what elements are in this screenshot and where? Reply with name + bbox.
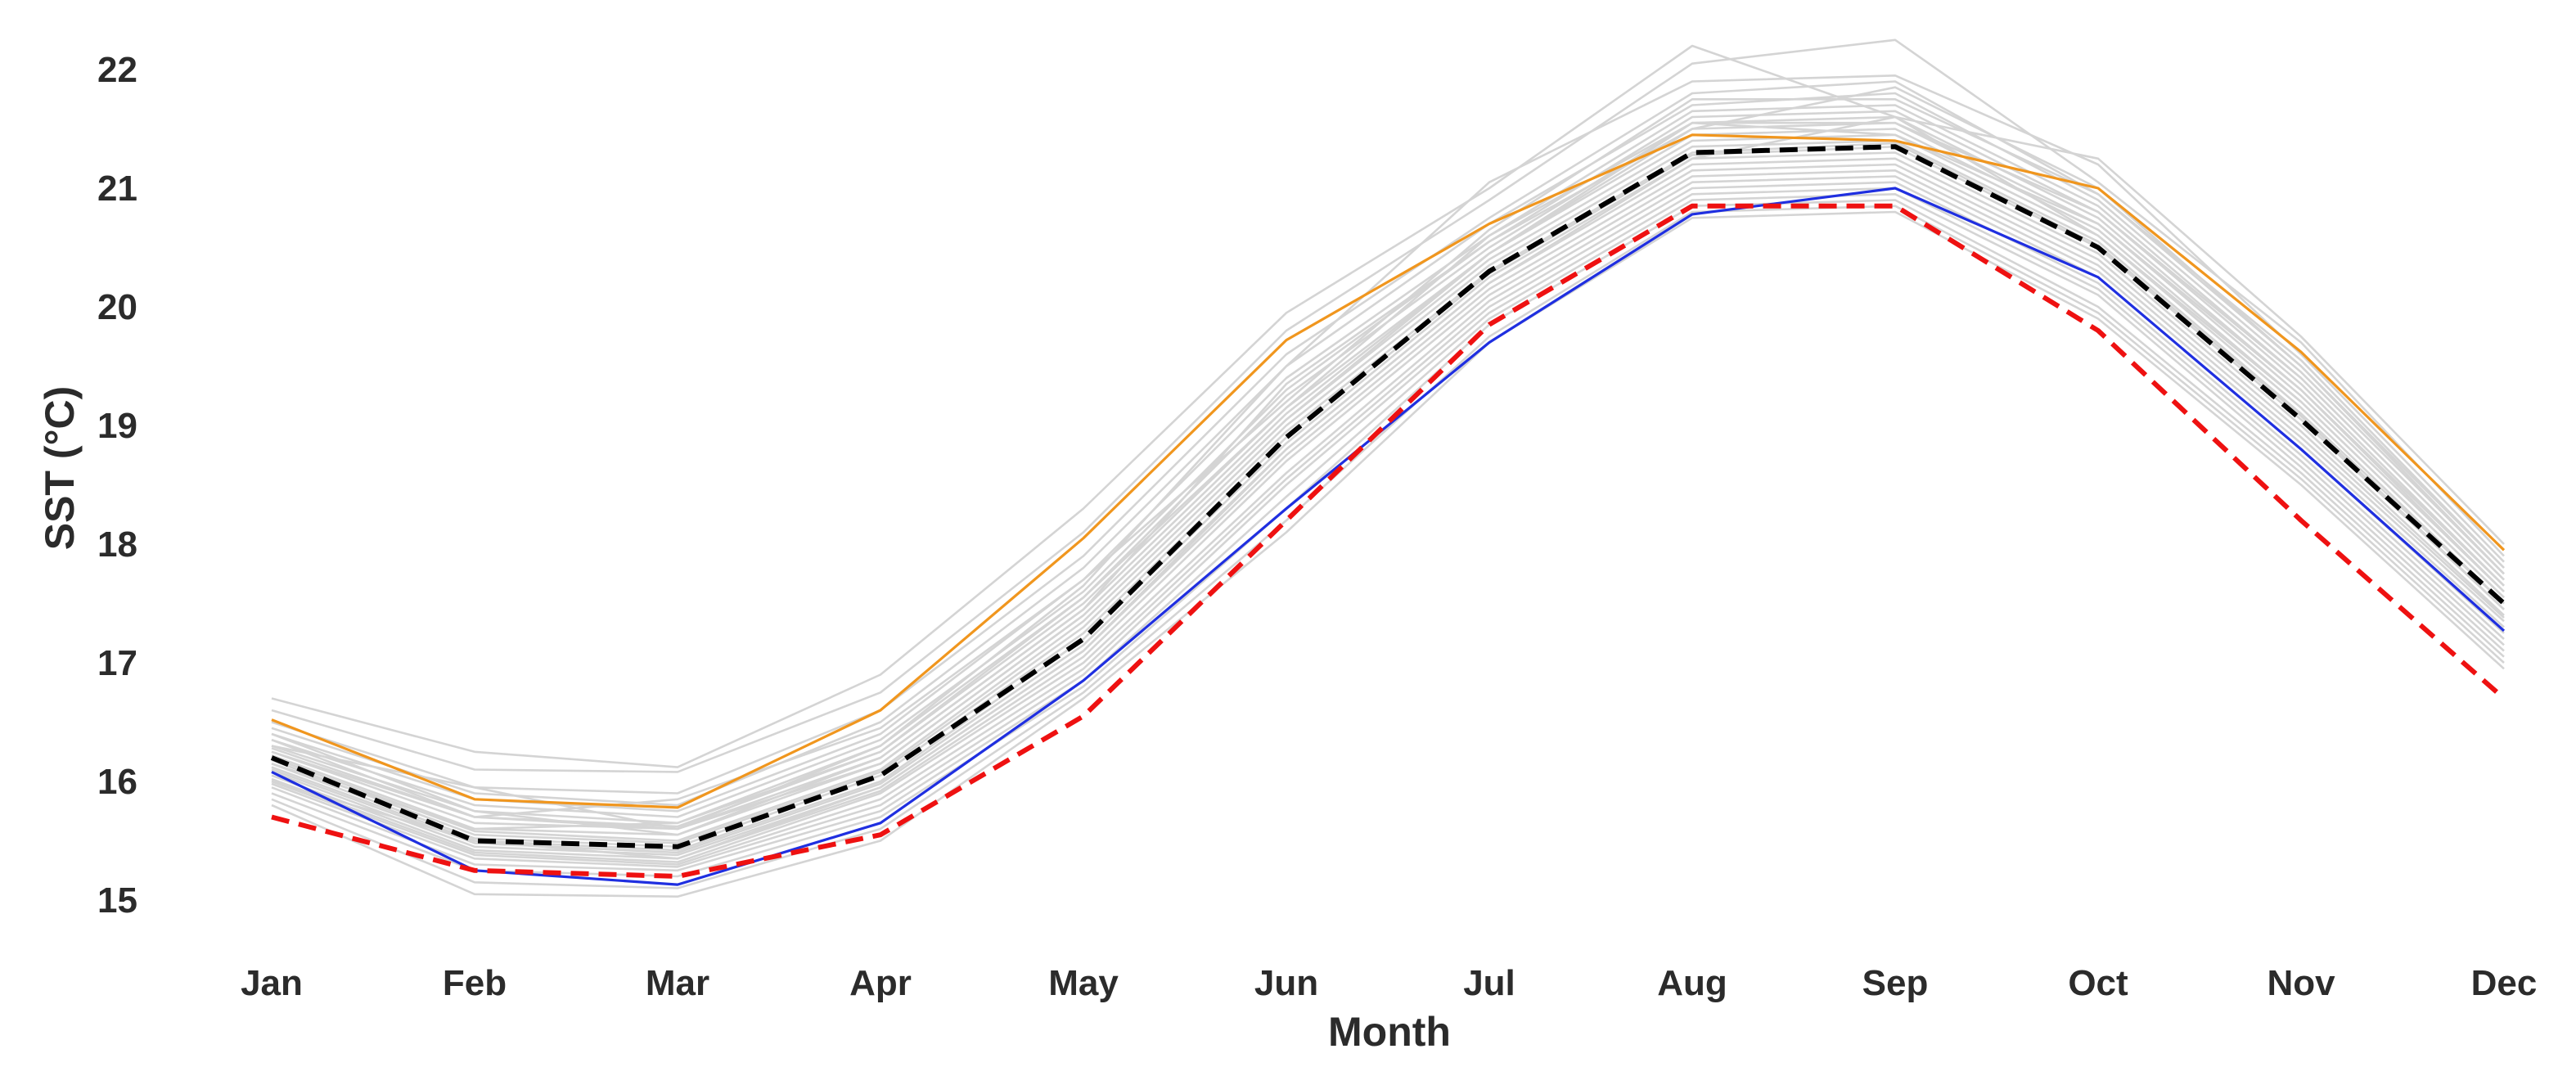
ensemble-member-line xyxy=(271,104,2505,813)
ensemble-member-line xyxy=(271,86,2505,836)
series-line-orange xyxy=(271,133,2506,809)
series-line-blue xyxy=(271,187,2506,886)
ensemble-member-line xyxy=(271,133,2505,836)
ensemble-member-line xyxy=(271,151,2505,852)
x-tick-label: Jan xyxy=(241,963,303,1003)
ensemble-member-line xyxy=(271,121,2505,831)
x-tick-label: Apr xyxy=(849,963,912,1003)
ensemble-member-line xyxy=(271,193,2505,872)
ensemble-member-line xyxy=(271,98,2505,818)
ensemble-member-line xyxy=(271,163,2505,857)
x-tick-label: Aug xyxy=(1657,963,1727,1003)
x-tick-label: May xyxy=(1048,963,1119,1003)
y-tick-label: 18 xyxy=(97,524,137,565)
y-tick-label: 16 xyxy=(97,762,137,802)
x-tick-label: Dec xyxy=(2471,963,2538,1003)
ensemble-member-line xyxy=(271,38,2505,773)
ensemble-member-line xyxy=(271,115,2505,825)
y-tick-label: 15 xyxy=(97,880,137,921)
x-axis-ticks: Jan Feb Mar Apr May Jun Jul Aug Sep Oct Nov Dec xyxy=(241,963,2537,1003)
x-tick-label: Nov xyxy=(2267,963,2335,1003)
ensemble-member-line xyxy=(271,121,2505,828)
ensemble-member-line xyxy=(271,115,2505,860)
x-tick-label: Mar xyxy=(646,963,709,1003)
x-tick-label: Jul xyxy=(1463,963,1515,1003)
highlight-series xyxy=(270,133,2506,886)
ensemble-member-line xyxy=(271,110,2505,818)
y-axis-title: SST (°C) xyxy=(37,386,83,551)
ensemble-member-line xyxy=(271,139,2505,842)
y-tick-label: 20 xyxy=(97,287,137,327)
x-tick-label: Feb xyxy=(443,963,507,1003)
ensemble-member-line xyxy=(271,145,2505,849)
ensemble-member-line xyxy=(271,169,2505,860)
ensemble-member-line xyxy=(271,44,2505,768)
ensemble-member-line xyxy=(271,187,2505,868)
y-tick-label: 21 xyxy=(97,169,137,209)
ensemble-member-line xyxy=(271,205,2505,889)
y-axis-ticks: 15 16 17 18 19 20 21 22 xyxy=(97,50,137,921)
ensemble-member-line xyxy=(271,181,2505,866)
ensemble-member-line xyxy=(271,210,2505,898)
y-tick-label: 22 xyxy=(97,50,137,90)
ensemble-member-line xyxy=(271,74,2505,831)
x-axis-title: Month xyxy=(1328,1009,1451,1055)
x-tick-label: Jun xyxy=(1254,963,1318,1003)
series-line-observed-red-dashed xyxy=(271,203,2506,879)
x-tick-label: Sep xyxy=(1862,963,1929,1003)
ensemble-member-line xyxy=(271,121,2505,831)
ensemble-member-line xyxy=(271,157,2505,854)
ensemble-member-line xyxy=(271,92,2505,807)
y-tick-label: 17 xyxy=(97,643,137,683)
ensemble-member-line xyxy=(271,128,2505,831)
ensemble-members xyxy=(271,38,2505,898)
y-tick-label: 19 xyxy=(97,406,137,446)
x-tick-label: Oct xyxy=(2068,963,2128,1003)
ensemble-member-line xyxy=(271,142,2505,844)
